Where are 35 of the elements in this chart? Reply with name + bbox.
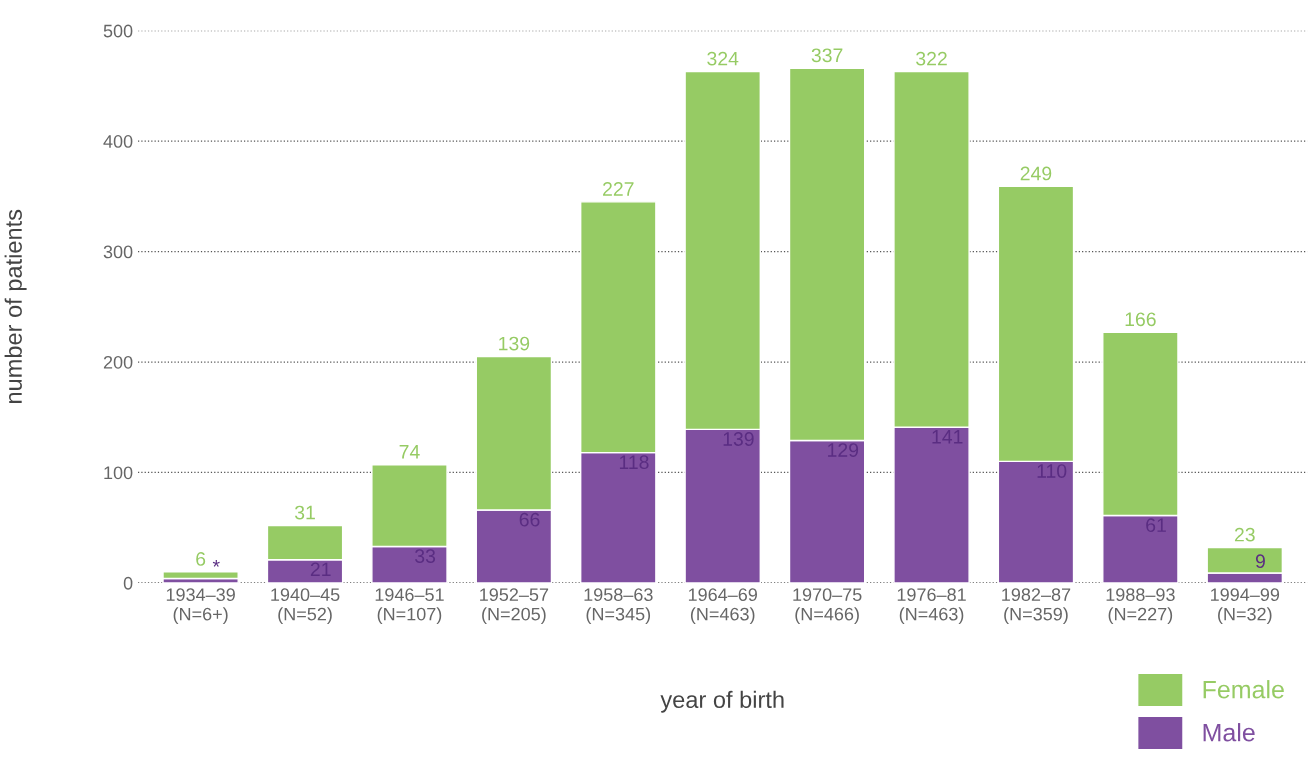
y-tick-label: 300 [103,245,133,259]
x-axis-title: year of birth [660,690,784,713]
data-label: 227 [603,182,634,196]
x-tick-label: 1970–75 (N=466) [793,588,862,625]
data-label: 249 [1020,166,1052,181]
x-tick-label: 1958–63 (N=345) [584,588,653,625]
x-tick-label: 1946–51 (N=107) [375,588,444,625]
x-tick-label: 1976–81 (N=463) [897,588,966,625]
y-axis-title: number of patients [4,209,27,404]
y-tick-label: 400 [103,135,133,148]
legend-label: Male [1203,723,1255,742]
y-tick-label: 0 [123,576,133,590]
data-label: 322 [916,51,947,66]
x-tick-label: 1988–93 (N=227) [1106,588,1175,625]
data-label: 23 [1234,527,1255,542]
x-tick-label: 1994–99 (N=32) [1211,588,1280,625]
x-tick-label: 1982–87 (N=359) [1002,588,1071,625]
bar [162,571,239,580]
data-label: 166 [1125,312,1156,327]
data-label: 139 [499,336,530,351]
y-tick-label: 200 [103,355,133,369]
data-label: * [212,559,220,567]
y-tick-label: 100 [104,466,133,480]
data-label: 74 [399,445,420,459]
x-tick-label: 1952–57 (N=205) [480,588,549,625]
data-label: 31 [294,505,315,520]
x-tick-label: 1964–69 (N=463) [688,588,757,625]
x-tick-label: 1934–39 (N=6+) [166,588,235,625]
data-label: 337 [811,48,843,63]
y-tick-label: 500 [103,24,133,38]
data-label: 324 [707,51,739,66]
data-label: 9 [1255,554,1265,569]
legend-label: Female [1203,680,1284,699]
x-tick-label: 1940–45 (N=52) [271,588,340,625]
data-label: 6 [196,552,206,566]
